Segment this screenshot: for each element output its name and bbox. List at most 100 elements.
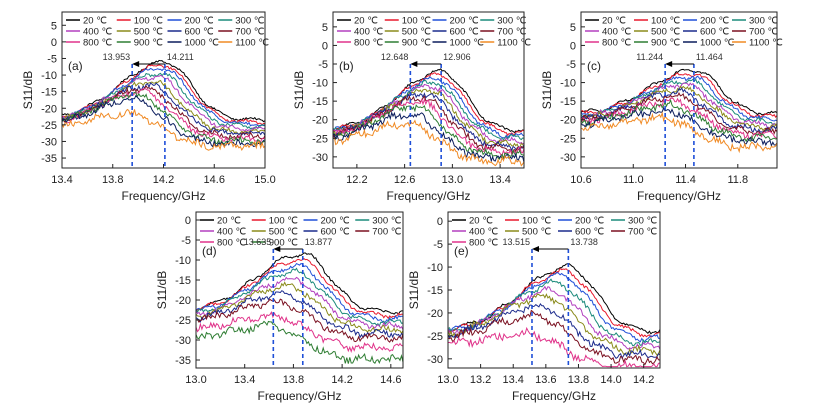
series-line-9 (581, 97, 777, 141)
y-axis-label: S11/dB (155, 271, 169, 309)
legend-entry: 1000 ℃ (700, 38, 735, 49)
y-tick-label: -35 (175, 355, 191, 367)
series-line-12 (62, 108, 265, 151)
x-tick-label: 14.6 (204, 174, 225, 186)
legend-entry: 400 ℃ (469, 227, 498, 238)
y-tick-label: -30 (427, 354, 443, 366)
x-axis-label: Frequency/GHz (637, 189, 721, 203)
legend-entry: 900 ℃ (651, 38, 680, 49)
series-lines (62, 59, 265, 151)
y-axis-label: S11/dB (407, 271, 421, 309)
x-tick-label: 12.2 (346, 174, 367, 186)
y-tick-label: -10 (560, 78, 576, 90)
y-tick-label: -10 (41, 70, 57, 82)
x-axis-label: Frequency/GHz (512, 389, 596, 403)
panel-label: (e) (454, 244, 469, 258)
plot-frame (195, 211, 404, 369)
y-tick-label: 0 (437, 216, 443, 228)
shift-arrow-head (273, 246, 281, 252)
legend-entry: 1100 ℃ (497, 38, 531, 49)
marker-label-low: 13.515 (502, 237, 530, 247)
legend-entry: 300 ℃ (749, 16, 778, 27)
series-line-2 (581, 72, 777, 119)
legend-entry: 900 ℃ (134, 38, 163, 49)
y-tick-label: -25 (175, 315, 191, 327)
x-tick-label: 13.8 (102, 174, 123, 186)
x-tick-label: 14.2 (331, 374, 352, 386)
series-line-10 (333, 104, 524, 161)
legend-entry: 900 ℃ (402, 38, 431, 49)
series-line-4 (333, 79, 524, 141)
legend-entry: 500 ℃ (402, 27, 431, 38)
legend-entry: 300 ℃ (235, 16, 264, 27)
legend-entry: 500 ℃ (269, 227, 298, 238)
legend-entry: 100 ℃ (134, 16, 163, 27)
y-tick-label: -25 (312, 133, 328, 145)
legend-entry: 200 ℃ (575, 216, 604, 227)
legend-entry: 700 ℃ (235, 27, 264, 38)
y-tick-label: -5 (566, 59, 576, 71)
marker-label-high: 13.738 (570, 237, 598, 247)
legend-entry: 1000 ℃ (185, 38, 220, 49)
legend: 20 ℃ 100 ℃ 200 ℃ 300 ℃ 400 ℃ 500 ℃ 600 ℃ 700 ℃ 8… (337, 16, 531, 49)
legend-entry: 300 ℃ (372, 216, 401, 227)
marker-label-high: 12.906 (443, 52, 471, 62)
legend-entry: 20 ℃ (354, 16, 378, 27)
legend-entry: 200 ℃ (321, 216, 350, 227)
legend-entry: 800 ℃ (83, 38, 112, 49)
x-axis-label: Frequency/GHz (386, 189, 470, 203)
panel-label: (c) (587, 59, 601, 73)
series-line-4 (196, 267, 403, 327)
x-tick-label: 13.0 (437, 374, 458, 386)
legend-entry: 100 ℃ (269, 216, 298, 227)
series-line-10 (62, 91, 265, 147)
x-tick-label: 13.0 (442, 174, 463, 186)
legend: 20 ℃ 100 ℃ 200 ℃ 300 ℃ 400 ℃ 500 ℃ 600 ℃ 700 ℃ 8… (452, 216, 657, 249)
series-line-8 (62, 85, 265, 141)
panel-label: (d) (202, 244, 217, 258)
y-tick-label: 0 (51, 37, 57, 49)
marker-label-high: 14.211 (167, 52, 194, 62)
x-tick-label: 15.0 (254, 174, 275, 186)
series-line-11 (581, 106, 777, 148)
y-tick-label: -10 (427, 262, 443, 274)
x-tick-label: 14.6 (380, 374, 401, 386)
legend-entry: 500 ℃ (134, 27, 163, 38)
y-tick-label: -10 (312, 78, 328, 90)
y-tick-label: -15 (41, 87, 57, 99)
panel-b: 12.2 12.6 13.0 13.4 5 0 -5 -10 -15 -20 -25 -30 Frequ… (292, 11, 531, 203)
panel-label: (a) (68, 59, 83, 73)
series-line-12 (333, 119, 524, 167)
x-tick-label: 10.6 (570, 174, 591, 186)
y-tick-label: -15 (312, 96, 328, 108)
series-line-8 (448, 309, 660, 366)
legend-entry: 400 ℃ (217, 227, 246, 238)
shift-arrow-head (531, 246, 539, 252)
legend-entry: 100 ℃ (402, 16, 431, 27)
legend-entry: 800 ℃ (469, 238, 498, 249)
legend-entry: 20 ℃ (83, 16, 107, 27)
x-tick-label: 13.8 (283, 374, 304, 386)
legend-entry: 600 ℃ (700, 27, 729, 38)
y-tick-label: -5 (181, 235, 191, 247)
series-line-11 (333, 111, 524, 163)
plot-frame (332, 11, 525, 169)
x-tick-label: 11.8 (728, 174, 749, 186)
legend-entry: 100 ℃ (651, 16, 680, 27)
panel-a: 13.4 13.8 14.2 14.6 15.0 5 0 -5 -10 -15 -20 -25 -30 -… (21, 11, 276, 203)
series-line-7 (448, 302, 660, 360)
series-line-5 (196, 276, 403, 331)
legend-entry: 800 ℃ (602, 38, 631, 49)
legend-entry: 500 ℃ (651, 27, 680, 38)
legend-entry: 1000 ℃ (450, 38, 485, 49)
y-tick-label: 5 (51, 20, 57, 32)
y-tick-label: -25 (41, 120, 57, 132)
series-line-10 (581, 98, 777, 143)
x-tick-label: 14.2 (153, 174, 174, 186)
x-tick-label: 13.4 (51, 174, 72, 186)
legend-entry: 700 ℃ (749, 27, 778, 38)
y-tick-label: -5 (47, 53, 57, 65)
legend-entry: 900 ℃ (269, 238, 298, 249)
legend: 20 ℃ 100 ℃ 200 ℃ 300 ℃ 400 ℃ 500 ℃ 600 ℃ 700 ℃ 8… (200, 216, 402, 249)
x-tick-label: 13.6 (535, 374, 556, 386)
